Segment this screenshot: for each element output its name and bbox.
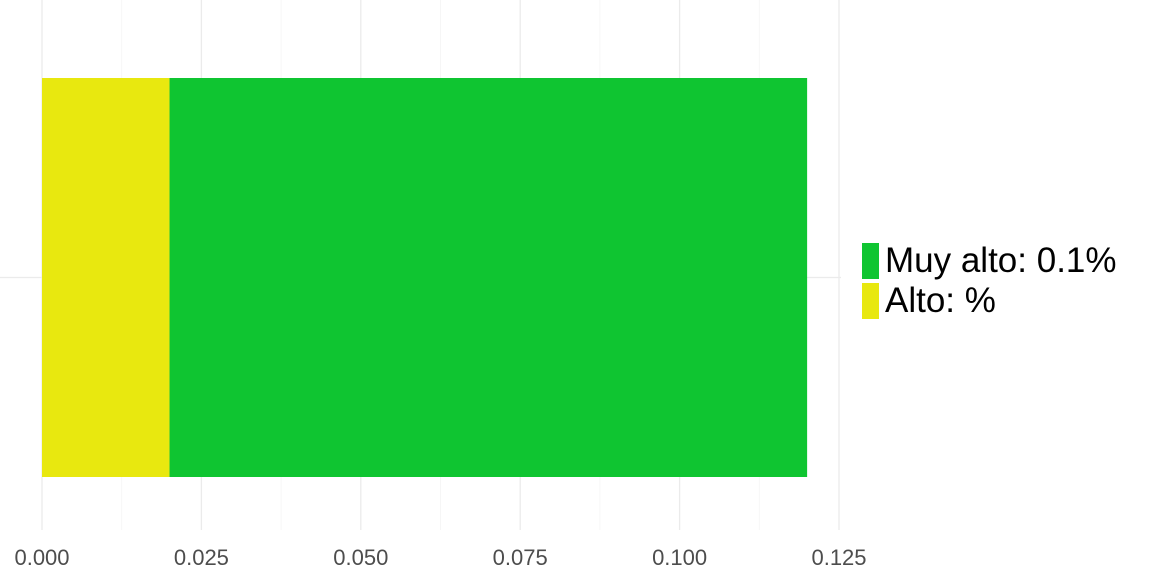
legend: Muy alto: 0.1% Alto: % bbox=[862, 241, 1117, 321]
x-tick-label: 0.025 bbox=[174, 545, 229, 570]
bar-segment-1 bbox=[169, 78, 808, 477]
legend-item-alto: Alto: % bbox=[862, 281, 1117, 321]
legend-key-muy-alto bbox=[862, 243, 879, 279]
legend-label-alto: Alto: % bbox=[885, 281, 996, 320]
x-tick-label: 0.100 bbox=[652, 545, 707, 570]
x-tick-label: 0.075 bbox=[493, 545, 548, 570]
bar-segment-0 bbox=[42, 78, 170, 477]
bars bbox=[42, 78, 808, 477]
legend-label-muy-alto: Muy alto: 0.1% bbox=[885, 241, 1117, 280]
x-axis-tick-labels: 0.000 0.025 0.050 0.075 0.100 0.125 bbox=[14, 545, 866, 570]
legend-item-muy-alto: Muy alto: 0.1% bbox=[862, 241, 1117, 281]
legend-key-alto bbox=[862, 283, 879, 319]
x-tick-label: 0.125 bbox=[811, 545, 866, 570]
x-tick-label: 0.000 bbox=[14, 545, 69, 570]
x-tick-label: 0.050 bbox=[333, 545, 388, 570]
